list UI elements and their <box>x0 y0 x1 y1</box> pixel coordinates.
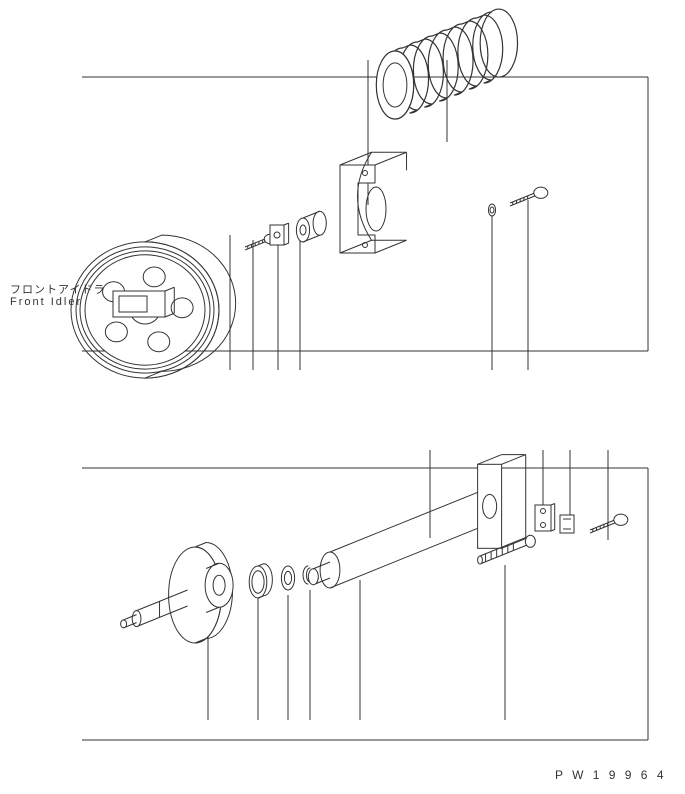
drawing-code: P W 1 9 9 6 4 <box>555 768 667 782</box>
label-front-idler-en: Front Idler <box>10 296 82 308</box>
label-front-idler-jp: フロントアイドラ <box>10 281 105 297</box>
